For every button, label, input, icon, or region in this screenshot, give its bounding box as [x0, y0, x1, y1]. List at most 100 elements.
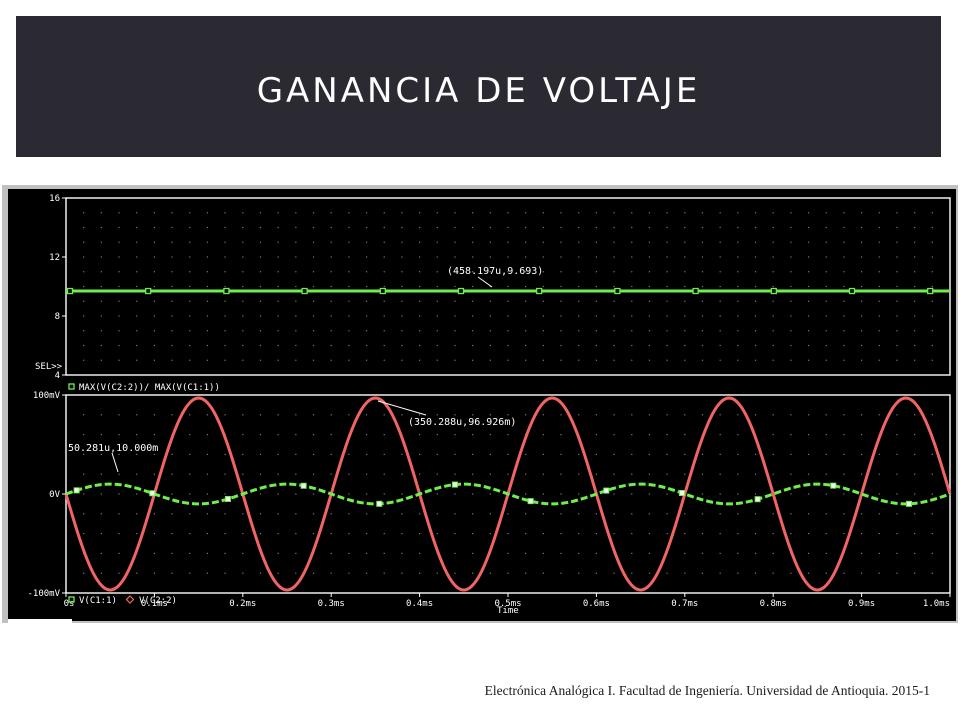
grid-dot: [436, 533, 438, 535]
v-c1-series-marker: [905, 500, 912, 507]
grid-dot: [206, 315, 209, 317]
grid-dot: [878, 212, 880, 214]
grid-dot: [489, 256, 491, 258]
grid-dot: [825, 330, 827, 332]
grid-dot: [807, 434, 810, 436]
grid-dot: [613, 493, 615, 495]
upper-plot-border: [65, 197, 951, 376]
grid-dot: [507, 414, 509, 416]
grid-dot: [153, 300, 155, 302]
grid-dot: [419, 533, 421, 535]
grid-dot: [560, 414, 562, 416]
grid-dot: [189, 453, 191, 455]
grid-dot: [472, 212, 474, 214]
grid-dot: [365, 330, 368, 332]
grid-dot: [825, 256, 827, 258]
grid-dot: [525, 212, 527, 214]
grid-dot: [472, 285, 474, 288]
grid-dot: [719, 300, 721, 302]
grid-dot: [914, 513, 916, 515]
grid-dot: [295, 241, 297, 243]
grid-dot: [578, 453, 580, 455]
grid-dot: [348, 226, 350, 229]
grid-dot: [825, 572, 827, 574]
grid-dot: [295, 285, 297, 288]
grid-dot: [242, 513, 244, 515]
grid-dot: [790, 434, 792, 436]
grid-dot: [489, 226, 491, 229]
upper-plot: 16 12 8 4 SEL>> (458.197u,9.693): [35, 194, 951, 381]
grid-dot: [542, 226, 544, 229]
grid-dot: [772, 359, 774, 361]
grid-dot: [578, 330, 580, 332]
v-c1-series-line: [65, 482, 951, 506]
grid-dot: [790, 493, 792, 495]
grid-dot: [419, 300, 421, 302]
grid-dot: [595, 434, 597, 436]
grid-dot: [931, 453, 933, 455]
grid-dot: [843, 513, 845, 515]
grid-dot: [171, 493, 173, 495]
grid-dot: [613, 271, 615, 273]
scope-bottom-strip: [8, 619, 72, 624]
grid-dot: [772, 226, 774, 229]
grid-dot: [719, 315, 721, 317]
grid-dot: [684, 453, 686, 455]
grid-dot: [595, 414, 597, 416]
grid-dot: [189, 212, 191, 214]
grid-dot: [878, 271, 880, 273]
grid-dot: [472, 271, 474, 273]
grid-dot: [312, 513, 315, 515]
grid-dot: [312, 493, 315, 495]
grid-dot: [136, 572, 138, 574]
x-tick-label: 0.7ms: [671, 599, 698, 609]
grid-dot: [171, 330, 173, 332]
grid-dot: [595, 285, 597, 288]
grid-dot: [631, 315, 633, 317]
grid-dot: [737, 330, 739, 332]
grid-dot: [348, 359, 350, 361]
grid-dot: [224, 241, 226, 243]
grid-dot: [224, 572, 226, 574]
lower-legend-label-c2: V(C2:2): [139, 596, 177, 606]
grid-dot: [171, 572, 173, 574]
grid-dot: [684, 256, 686, 258]
grid-dot: [489, 513, 491, 515]
grid-dot: [542, 241, 544, 243]
grid-dot: [843, 241, 845, 243]
grid-dot: [472, 572, 474, 574]
grid-dot: [472, 300, 474, 302]
grid-dot: [931, 533, 933, 535]
lower-legend-label-c1: V(C1:1): [79, 596, 117, 606]
grid-dot: [542, 552, 544, 554]
grid-dot: [295, 226, 297, 229]
grid-dot: [348, 552, 350, 554]
gain-series-marker: [66, 287, 74, 295]
grid-dot: [701, 271, 704, 273]
grid-dot: [259, 533, 262, 535]
grid-dot: [648, 414, 651, 416]
grid-dot: [118, 414, 120, 416]
grid-dot: [560, 300, 562, 302]
grid-dot: [896, 533, 898, 535]
grid-dot: [737, 533, 739, 535]
grid-dot: [843, 212, 845, 214]
x-tick-label: 0.2ms: [229, 599, 256, 609]
grid-dot: [295, 552, 297, 554]
grid-dot: [136, 414, 138, 416]
grid-dot: [507, 359, 509, 361]
grid-dot: [189, 300, 191, 302]
grid-dot: [153, 359, 155, 361]
grid-dot: [118, 572, 120, 574]
grid-dot: [896, 552, 898, 554]
grid-dot: [719, 330, 721, 332]
grid-dot: [560, 271, 562, 273]
grid-dot: [189, 552, 191, 554]
gain-series-marker: [379, 287, 386, 295]
grid-dot: [861, 285, 863, 288]
v-c1-series-marker: [224, 495, 231, 502]
grid-dot: [560, 533, 562, 535]
grid-dot: [560, 552, 562, 554]
grid-dot: [684, 285, 686, 288]
grid-dot: [189, 473, 191, 475]
